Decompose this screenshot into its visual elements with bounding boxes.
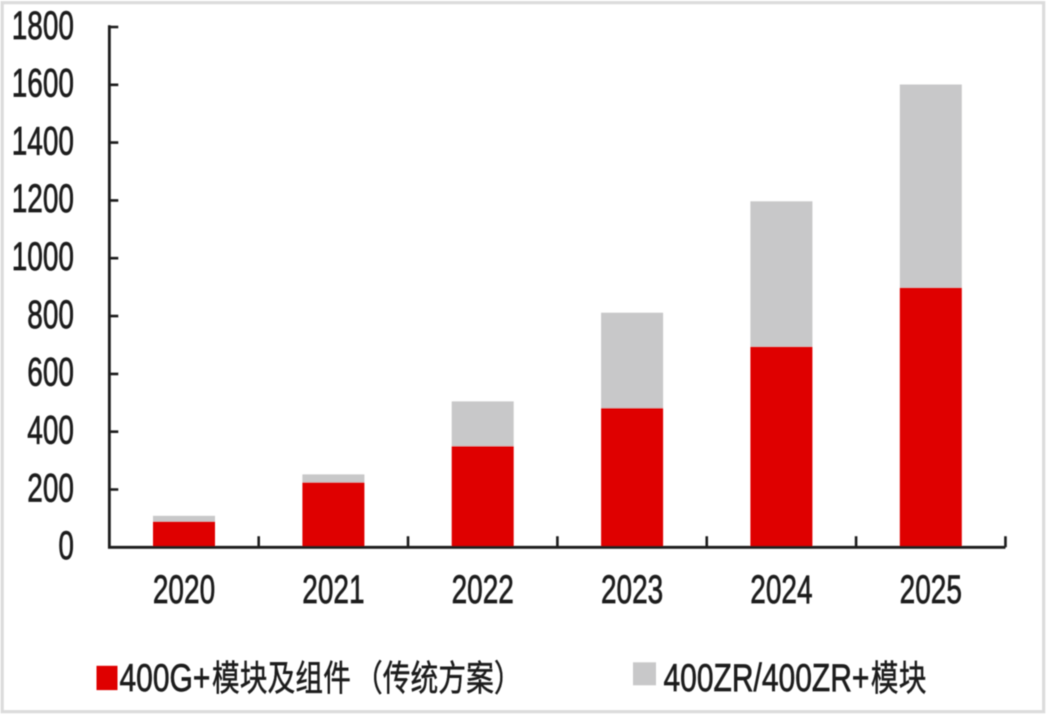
svg-text:600: 600 [27,351,74,395]
svg-text:1600: 1600 [12,62,74,106]
svg-text:2021: 2021 [302,568,364,612]
svg-text:0: 0 [58,524,74,568]
svg-text:2023: 2023 [601,568,663,612]
svg-text:400ZR/400ZR+: 400ZR/400ZR+ [664,657,870,700]
svg-text:1800: 1800 [12,4,74,48]
svg-text:800: 800 [27,293,74,337]
svg-text:2025: 2025 [900,568,962,612]
svg-text:400G+: 400G+ [120,657,211,700]
svg-text:2022: 2022 [452,568,514,612]
svg-text:2024: 2024 [750,568,812,612]
svg-text:1400: 1400 [12,120,74,164]
svg-text:2020: 2020 [153,568,215,612]
svg-text:200: 200 [27,467,74,511]
svg-text:1000: 1000 [12,235,74,279]
svg-text:400: 400 [27,409,74,453]
svg-text:1200: 1200 [12,177,74,221]
